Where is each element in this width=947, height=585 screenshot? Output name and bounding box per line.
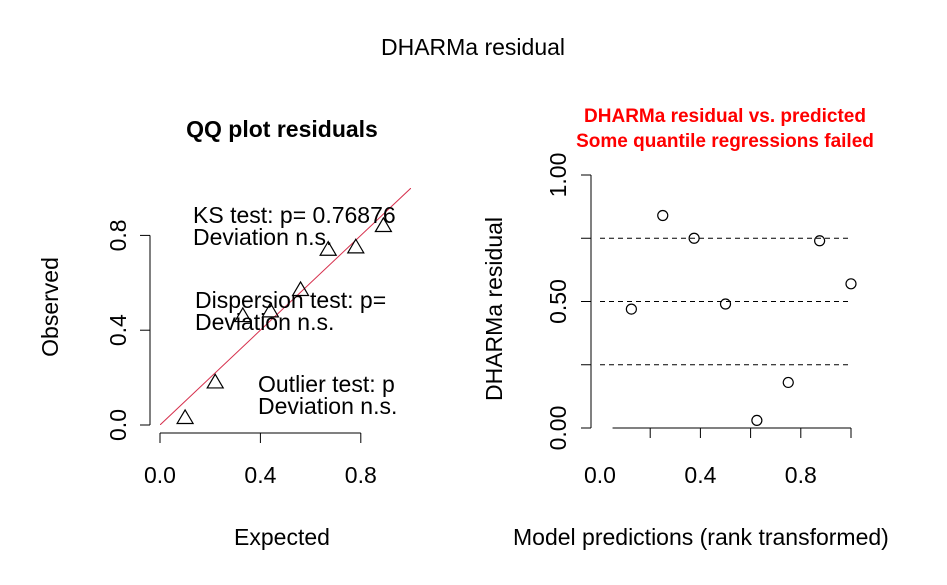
- qq-plot-title: QQ plot residuals: [186, 116, 378, 142]
- residual-y-tick-label: 0.00: [545, 406, 571, 451]
- qq-point: [261, 302, 280, 318]
- page-title: DHARMa residual: [381, 34, 565, 60]
- residual-x-tick-label: 0.4: [684, 462, 716, 488]
- ks-test-deviation: Deviation n.s.: [193, 224, 332, 250]
- outlier-test-text: Outlier test: p: [258, 371, 395, 397]
- residual-y-tick-label: 0.50: [545, 279, 571, 324]
- residual-point: [657, 209, 669, 222]
- qq-y-tick-label: 0.8: [105, 219, 131, 251]
- qq-y-tick-label: 0.4: [105, 314, 131, 346]
- qq-y-axis-label: Observed: [37, 257, 63, 357]
- qq-point: [374, 216, 393, 233]
- qq-point: [176, 408, 195, 425]
- residual-plot-title: DHARMa residual vs. predicted: [584, 106, 866, 127]
- qq-y-axis: 0.0 0.4 0.8: [105, 219, 151, 441]
- qq-x-tick-label: 0.0: [144, 462, 176, 488]
- qq-points: [176, 216, 393, 425]
- residual-x-tick-label: 0.0: [584, 462, 616, 488]
- residual-point: [782, 376, 794, 389]
- qq-plot-panel: QQ plot residuals Expected Observed 0.0 0…: [37, 116, 411, 550]
- residual-x-axis: 0.0 0.4 0.8: [584, 427, 852, 488]
- qq-x-axis-label: Expected: [234, 524, 330, 550]
- residual-point: [814, 235, 826, 247]
- residual-y-axis: 0.00 0.50 1.00: [545, 153, 592, 451]
- qq-reference-line: [160, 188, 411, 425]
- residual-x-tick-label: 0.8: [785, 462, 817, 488]
- residual-y-tick-label: 1.00: [545, 153, 571, 198]
- qq-point: [206, 373, 225, 389]
- qq-point: [233, 306, 252, 323]
- qq-point: [346, 238, 365, 254]
- residual-y-axis-label: DHARMa residual: [481, 217, 507, 401]
- dispersion-test-text: Dispersion test: p=: [195, 287, 386, 313]
- qq-x-axis: 0.0 0.4 0.8: [144, 432, 377, 488]
- qq-test-annotations: KS test: p= 0.76876 Deviation n.s. Dispe…: [193, 202, 397, 419]
- qq-x-tick-label: 0.8: [345, 462, 377, 488]
- residual-plot-subtitle: Some quantile regressions failed: [576, 131, 874, 152]
- residual-point: [751, 414, 763, 427]
- residual-point: [719, 298, 732, 310]
- residual-vs-predicted-panel: DHARMa residual vs. predicted Some quant…: [481, 106, 889, 550]
- residual-point: [625, 303, 637, 315]
- residual-point: [688, 232, 700, 244]
- residual-points: [625, 209, 857, 427]
- dispersion-test-deviation: Deviation n.s.: [195, 309, 334, 335]
- qq-x-tick-label: 0.4: [244, 462, 276, 488]
- residual-x-axis-label: Model predictions (rank transformed): [513, 524, 889, 550]
- qq-y-tick-label: 0.0: [105, 409, 131, 441]
- ks-test-text: KS test: p= 0.76876: [193, 202, 396, 228]
- qq-point: [291, 280, 310, 297]
- outlier-test-deviation: Deviation n.s.: [258, 393, 397, 419]
- qq-point: [319, 240, 338, 256]
- residual-point: [845, 278, 857, 290]
